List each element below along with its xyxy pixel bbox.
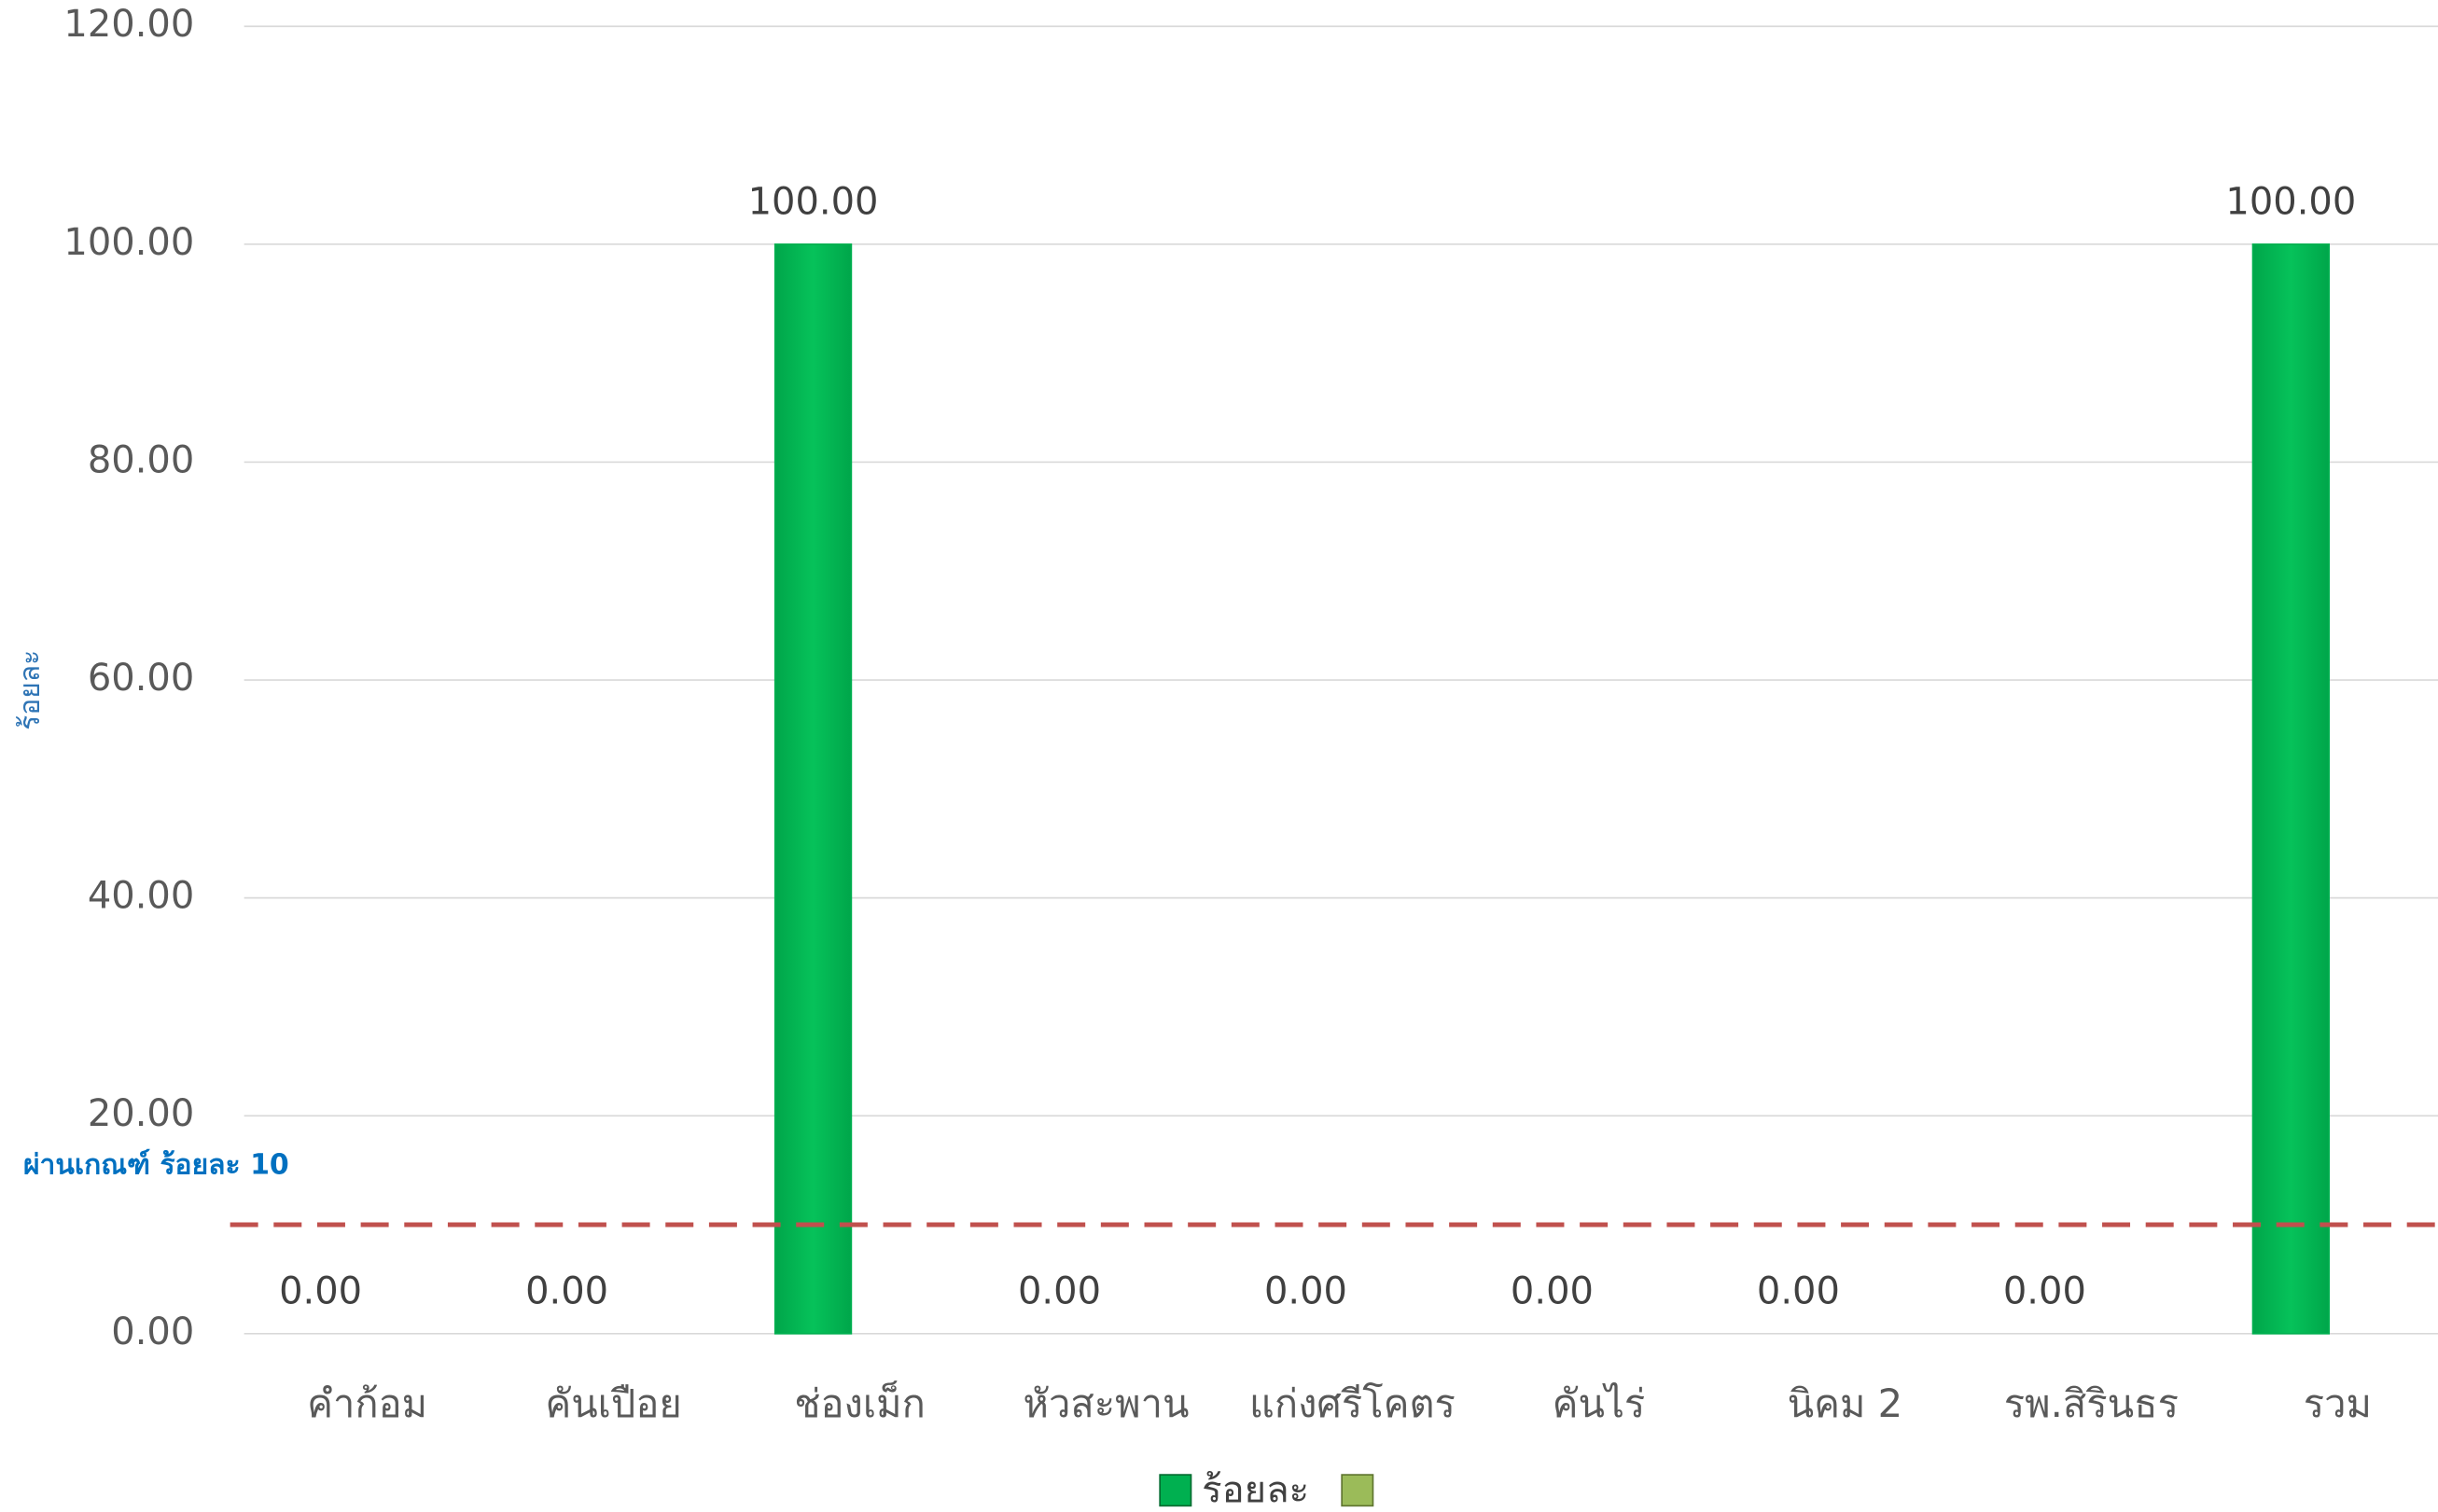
y-axis-label: ร้อยละ bbox=[14, 650, 47, 730]
data-label: 100.00 bbox=[2225, 181, 2356, 224]
x-tick-label: หัวสะพาน bbox=[1024, 1380, 1190, 1426]
bar bbox=[2251, 243, 2331, 1335]
data-label: 0.00 bbox=[1511, 1270, 1594, 1313]
data-label: 0.00 bbox=[1757, 1270, 1840, 1313]
x-tick-label: แก่งศรีโคตร bbox=[1249, 1380, 1456, 1426]
legend-swatch bbox=[1341, 1474, 1374, 1507]
x-tick-label: คันไร่ bbox=[1553, 1380, 1646, 1426]
x-tick-label: คำก้อม bbox=[307, 1380, 427, 1426]
x-tick-label: ช่องเม็ก bbox=[794, 1380, 926, 1426]
y-tick-label: 80.00 bbox=[88, 438, 194, 481]
data-label: 0.00 bbox=[2003, 1270, 2086, 1313]
threshold-label: ผ่านเกณฑ์ ร้อยละ 10 bbox=[23, 1148, 289, 1181]
data-label: 100.00 bbox=[748, 181, 879, 224]
y-tick-label: 40.00 bbox=[88, 875, 194, 918]
x-tick-label: รพ.สิรินธร bbox=[2004, 1380, 2179, 1426]
bar bbox=[773, 243, 853, 1335]
data-label: 0.00 bbox=[525, 1270, 608, 1313]
legend-swatch bbox=[1159, 1474, 1192, 1507]
y-tick-label: 0.00 bbox=[111, 1311, 194, 1353]
y-tick-label: 120.00 bbox=[63, 3, 194, 46]
legend-label: ร้อยละ bbox=[1202, 1468, 1309, 1511]
x-tick-label: คันเปือย bbox=[545, 1380, 681, 1426]
y-tick-label: 100.00 bbox=[63, 221, 194, 264]
y-tick-label: 20.00 bbox=[88, 1092, 194, 1135]
data-label: 0.00 bbox=[279, 1270, 362, 1313]
y-tick-label: 60.00 bbox=[88, 657, 194, 700]
x-tick-label: นิคม 2 bbox=[1788, 1380, 1903, 1426]
data-label: 0.00 bbox=[1264, 1270, 1347, 1313]
data-label: 0.00 bbox=[1018, 1270, 1101, 1313]
x-tick-label: รวม bbox=[2304, 1380, 2372, 1426]
